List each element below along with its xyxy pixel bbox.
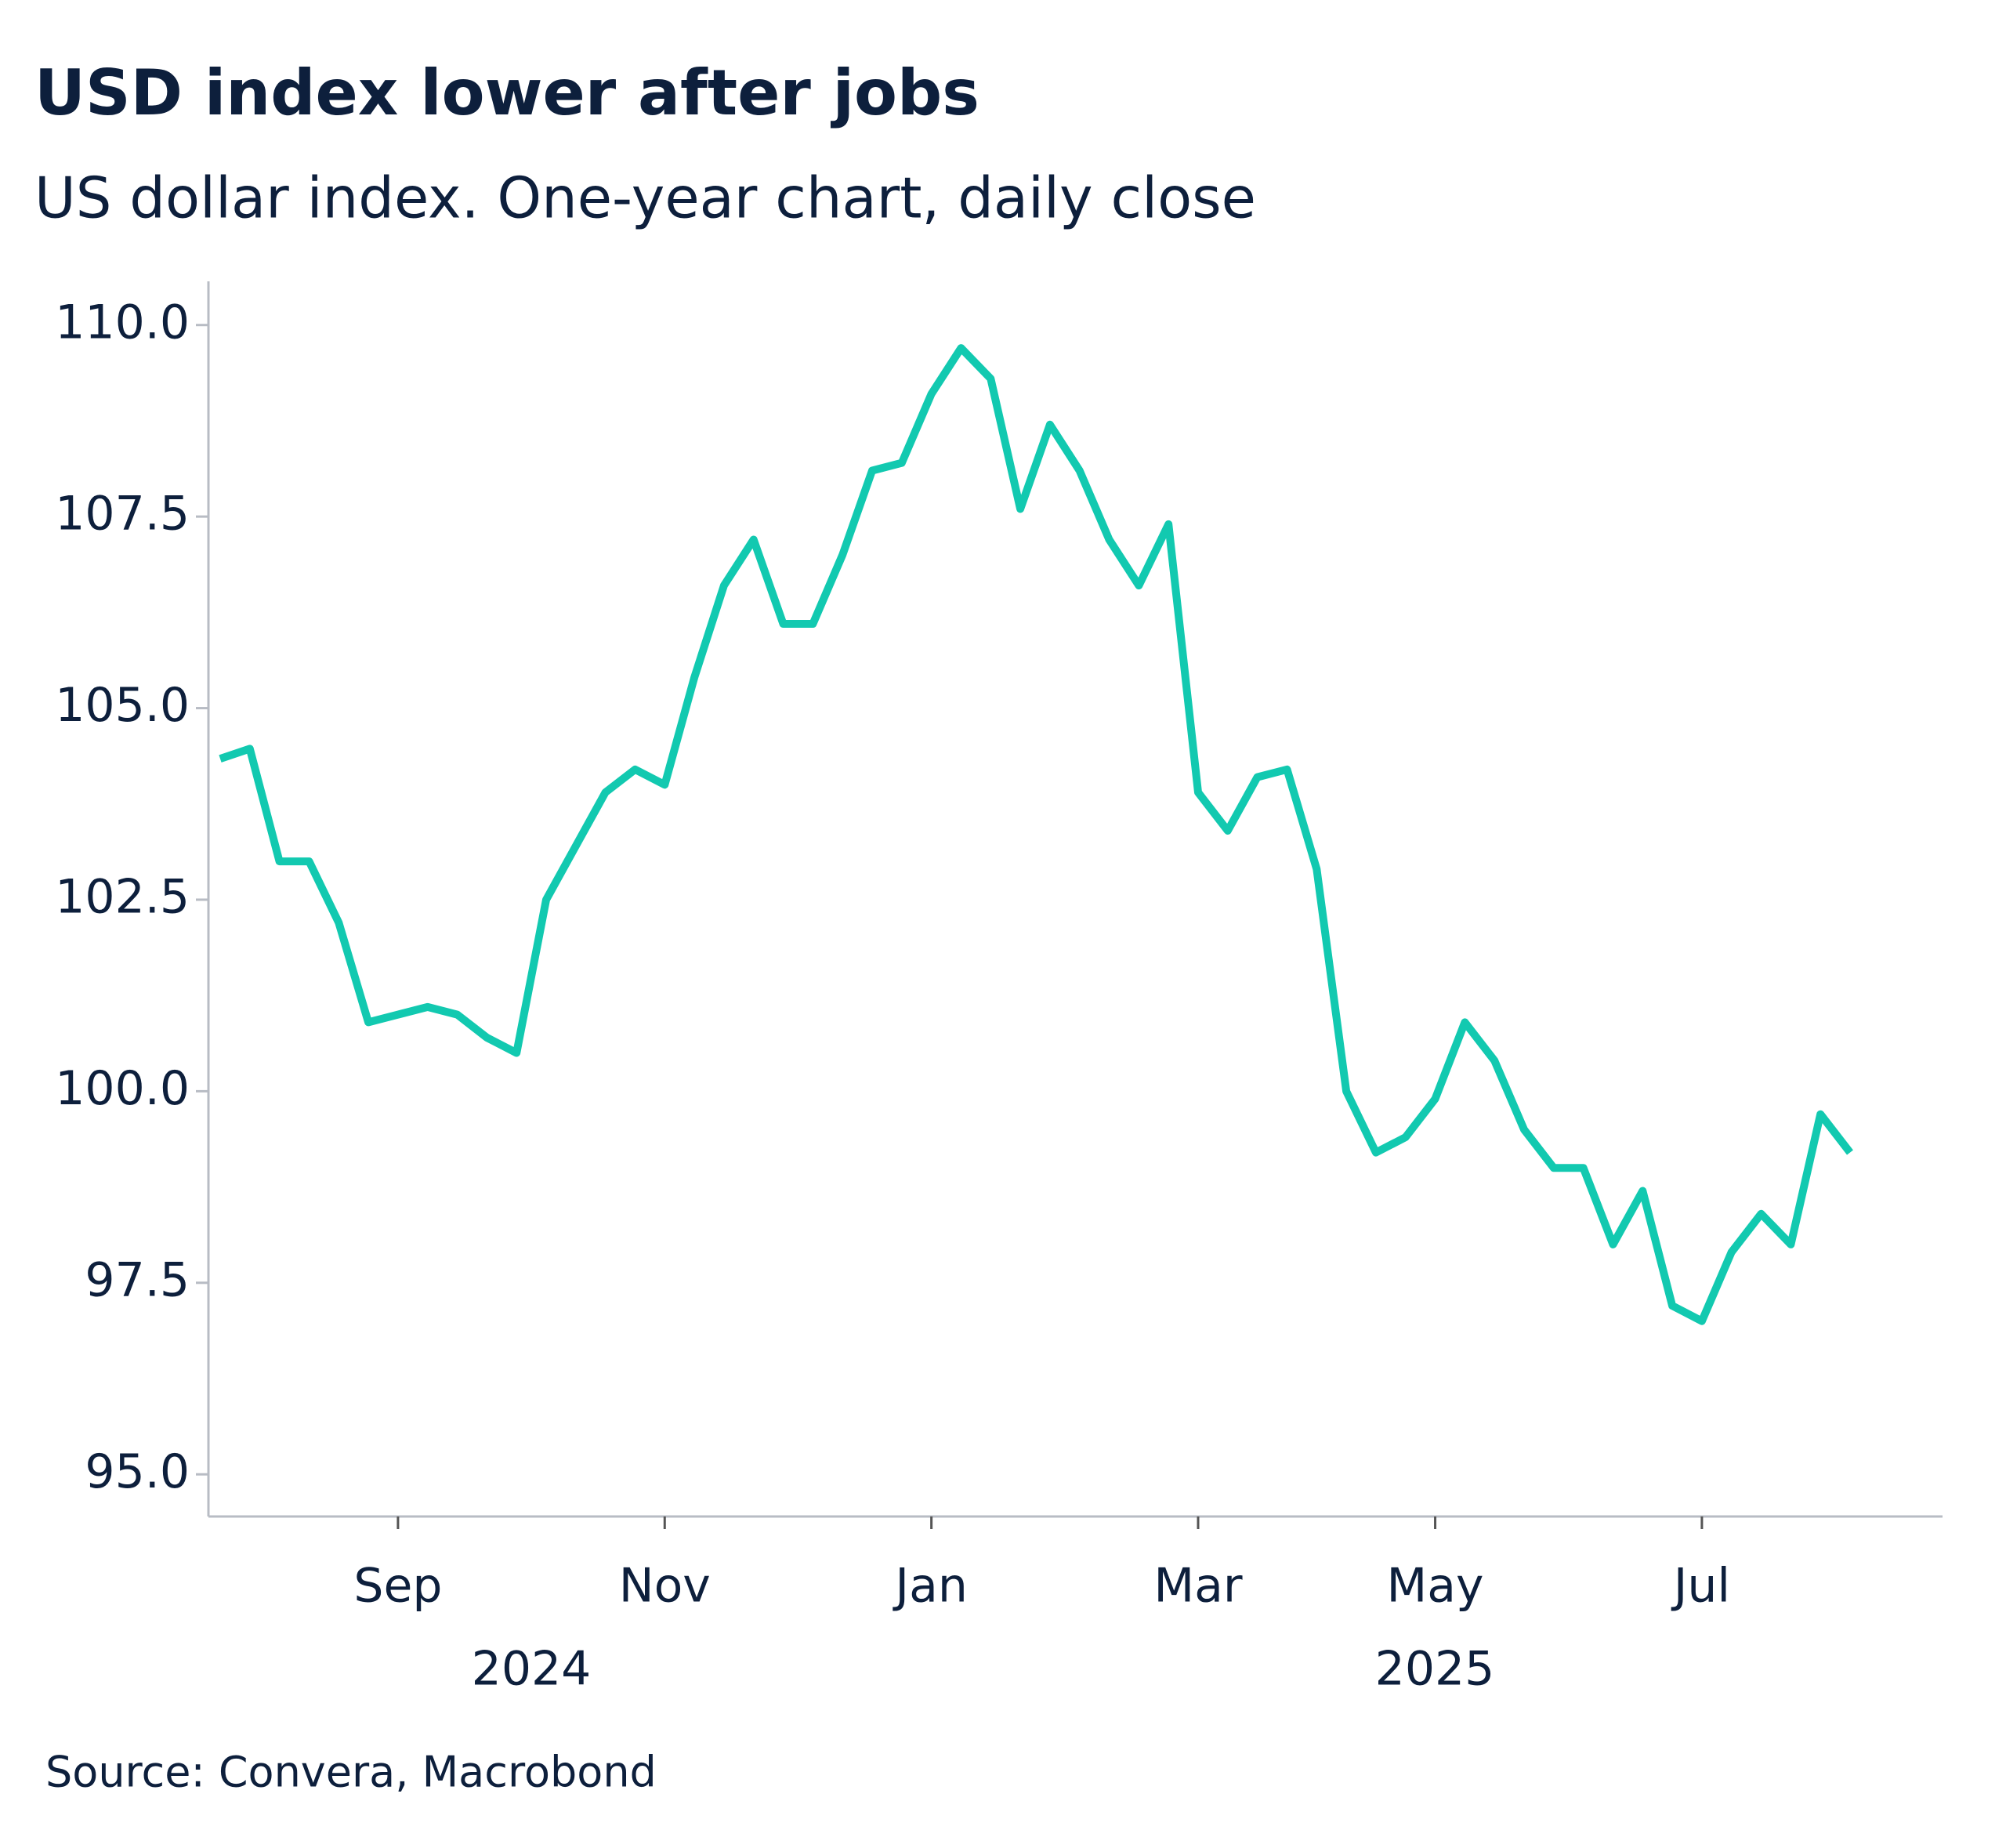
x-tick-label: Nov — [619, 1559, 711, 1614]
y-tick-label: 110.0 — [55, 295, 190, 350]
y-tick-label: 107.5 — [55, 487, 190, 542]
y-tick-label: 95.0 — [85, 1444, 190, 1499]
chart-subtitle: US dollar index. One-year chart, daily c… — [34, 165, 1256, 231]
y-tick-label: 100.0 — [55, 1061, 190, 1116]
year-label: 2024 — [472, 1642, 592, 1697]
data-line — [219, 344, 1853, 1325]
year-label: 2025 — [1375, 1642, 1495, 1697]
chart-title: USD index lower after jobs — [34, 56, 979, 129]
x-tick-label: Mar — [1153, 1559, 1243, 1614]
y-tick-label: 97.5 — [85, 1252, 190, 1307]
y-tick-label: 105.0 — [55, 678, 190, 733]
source-note: Source: Convera, Macrobond — [45, 1748, 657, 1797]
x-tick-label: May — [1387, 1559, 1484, 1614]
x-tick-label: Jan — [892, 1559, 968, 1614]
y-tick-label: 102.5 — [55, 870, 190, 925]
x-tick-label: Jul — [1671, 1559, 1730, 1614]
x-tick-label: Sep — [353, 1559, 442, 1614]
